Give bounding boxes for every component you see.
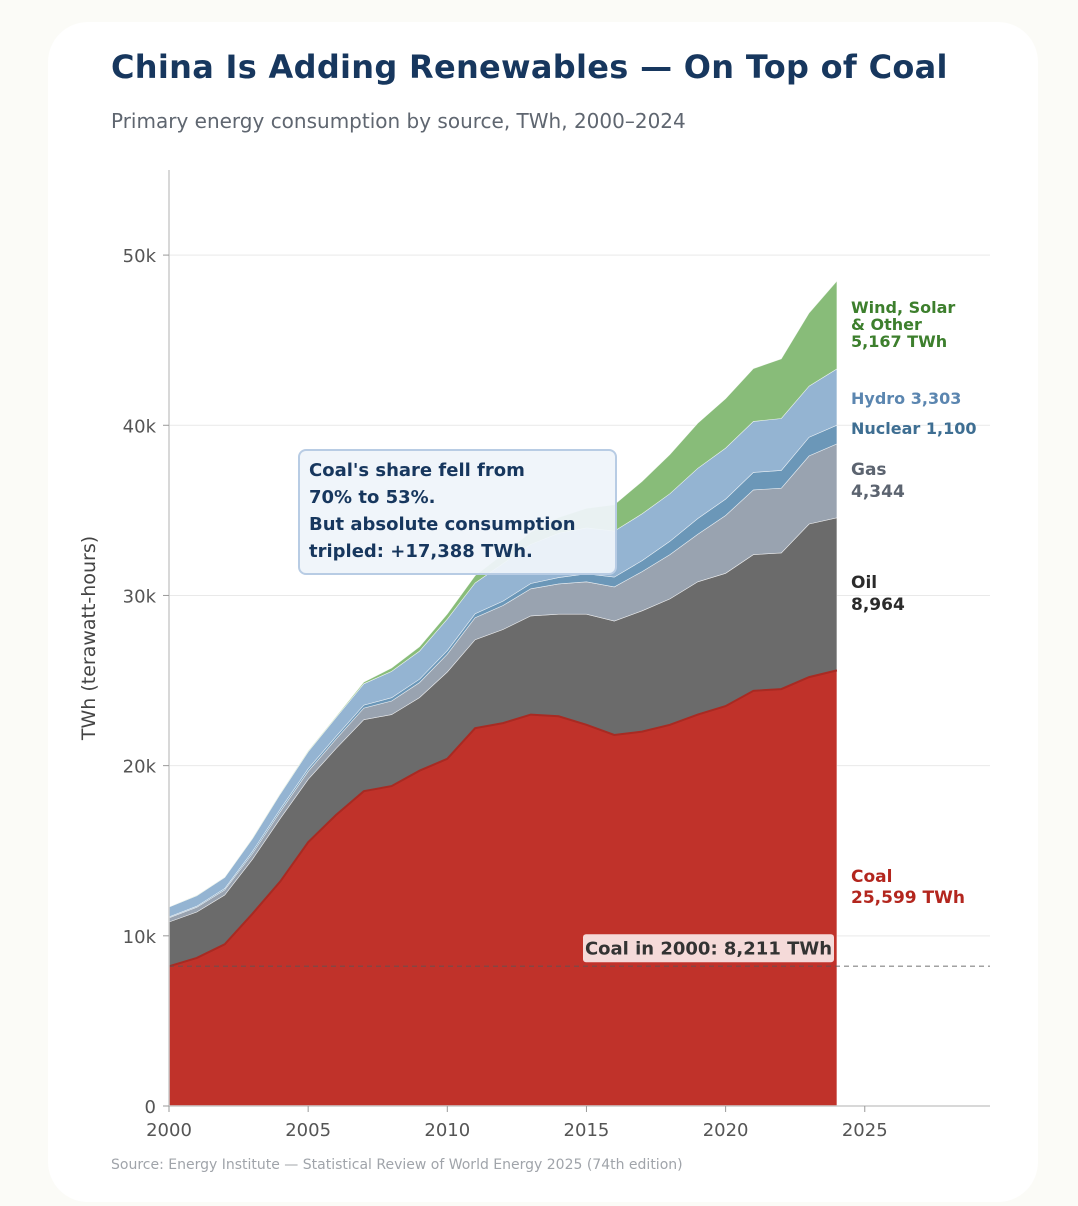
series-label-coal-0: Coal <box>851 867 892 887</box>
series-label-nuclear-0: Nuclear 1,100 <box>851 419 976 438</box>
y-tick-label-3: 30k <box>123 586 157 607</box>
y-tick-label-2: 20k <box>123 757 157 778</box>
series-label-renewables-1: & Other <box>851 315 922 334</box>
x-tick-label-0: 2000 <box>146 1120 192 1141</box>
y-axis-title: TWh (terawatt-hours) <box>78 536 100 741</box>
coal-top-line <box>168 669 838 968</box>
x-tick-label-2: 2010 <box>424 1120 470 1141</box>
series-label-renewables-0: Wind, Solar <box>851 298 955 317</box>
y-tick-label-5: 50k <box>123 246 157 267</box>
chart-title: China Is Adding Renewables — On Top of C… <box>111 48 948 86</box>
y-tick-label-1: 10k <box>123 927 157 948</box>
source-note: Source: Energy Institute — Statistical R… <box>111 1157 683 1173</box>
annotation-line-2: 70% to 53%. <box>309 487 436 508</box>
y-tick-label-4: 40k <box>123 416 157 437</box>
annotation-line-3: But absolute consumption <box>309 514 576 535</box>
x-tick-label-1: 2005 <box>285 1120 331 1141</box>
y-tick-label-0: 0 <box>145 1097 156 1118</box>
series-label-coal-1: 25,599 TWh <box>851 888 965 908</box>
series-label-gas-0: Gas <box>851 460 887 480</box>
x-tick-label-5: 2025 <box>842 1120 888 1141</box>
series-label-renewables-2: 5,167 TWh <box>851 332 947 351</box>
series-label-oil-1: 8,964 <box>851 595 905 615</box>
annotation-line-4: tripled: +17,388 TWh. <box>309 541 533 562</box>
area-renewables <box>168 280 838 908</box>
x-tick-label-3: 2015 <box>564 1120 610 1141</box>
annotation-line-1: Coal's share fell from <box>309 460 525 481</box>
annotation-box: Coal's share fell from 70% to 53%. But a… <box>298 449 617 575</box>
x-tick-label-4: 2020 <box>703 1120 749 1141</box>
reference-label: Coal in 2000: 8,211 TWh <box>585 938 832 959</box>
reference-label-bg <box>583 934 834 963</box>
series-label-oil-0: Oil <box>851 573 877 593</box>
series-label-hydro-0: Hydro 3,303 <box>851 389 961 408</box>
series-label-gas-1: 4,344 <box>851 482 905 502</box>
chart-subtitle: Primary energy consumption by source, TW… <box>111 109 686 133</box>
